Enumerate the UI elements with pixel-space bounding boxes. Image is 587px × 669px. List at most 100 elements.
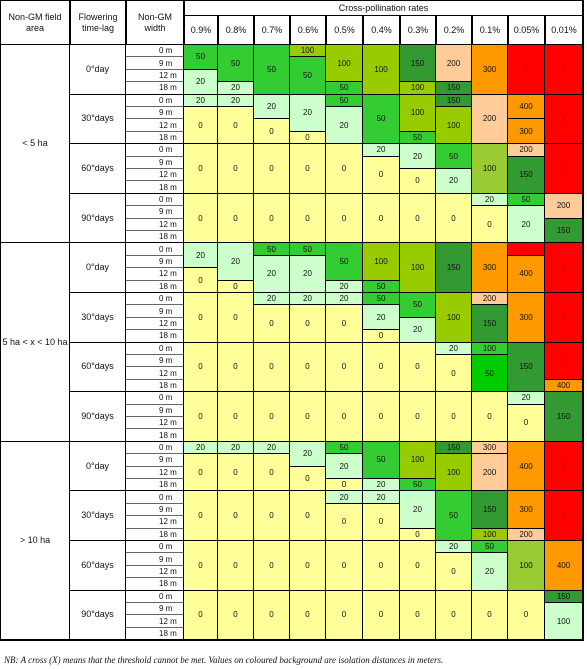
value-cell: 150 (436, 82, 472, 95)
value-cell: X (545, 293, 583, 343)
value-cell: 300 (508, 491, 545, 529)
width-label: 9 m (126, 255, 184, 269)
value-cell: 20 (363, 491, 400, 504)
width-label: 12 m (126, 317, 184, 331)
rate-header: 0.7% (254, 16, 290, 45)
value-cell: 0 (436, 193, 472, 244)
value-cell: 100 (363, 45, 400, 95)
value-cell: 0 (326, 590, 363, 641)
value-cell: 0 (254, 454, 290, 492)
value-cell: 0 (290, 541, 326, 591)
value-cell: X (545, 243, 583, 293)
value-cell: 0 (436, 553, 472, 591)
value-cell: 0 (363, 193, 400, 244)
width-label: 18 m (126, 627, 184, 641)
width-label: 9 m (126, 57, 184, 70)
value-cell: 0 (400, 528, 436, 541)
value-cell: 200 (508, 528, 545, 541)
value-cell: X (545, 45, 583, 95)
value-cell: 100 (363, 243, 400, 281)
width-label: 12 m (126, 69, 184, 83)
value-cell: 0 (184, 144, 218, 194)
value-cell: 20 (326, 454, 363, 479)
value-cell: 0 (400, 590, 436, 641)
value-cell: 400 (508, 441, 545, 492)
value-cell: 0 (436, 590, 472, 641)
value-cell: 0 (290, 193, 326, 244)
value-cell: X (545, 342, 583, 380)
value-cell: 20 (326, 107, 363, 145)
value-cell: X (545, 94, 583, 145)
value-cell: 20 (400, 144, 436, 169)
width-label: 9 m (126, 107, 184, 120)
value-cell: 50 (363, 293, 400, 306)
value-cell: 0 (290, 305, 326, 343)
value-cell: 20 (290, 94, 326, 132)
width-label: 12 m (126, 169, 184, 182)
value-cell: 100 (545, 603, 583, 641)
value-cell: 0 (184, 293, 218, 343)
value-cell: 150 (545, 218, 583, 244)
value-cell: 0 (400, 169, 436, 194)
value-cell: 0 (218, 541, 254, 591)
value-cell: 0 (254, 541, 290, 591)
value-cell: X (508, 243, 545, 256)
value-cell: 0 (400, 342, 436, 393)
value-cell: 20 (508, 392, 545, 405)
value-cell: 300 (472, 441, 508, 455)
value-cell: 0 (363, 156, 400, 194)
value-cell: 50 (363, 280, 400, 293)
value-cell: 20 (290, 293, 326, 306)
rate-header: 0.9% (184, 16, 218, 45)
value-cell: 0 (218, 491, 254, 541)
value-cell: 150 (508, 342, 545, 393)
width-label: 9 m (126, 305, 184, 318)
value-cell: 0 (184, 590, 218, 641)
value-cell: 20 (184, 441, 218, 455)
value-cell: 150 (400, 45, 436, 83)
value-cell: 20 (218, 94, 254, 107)
value-cell: 0 (254, 119, 290, 145)
value-cell: 0 (436, 392, 472, 442)
value-cell: 400 (545, 379, 583, 393)
value-cell: 0 (508, 404, 545, 442)
value-cell: 0 (218, 293, 254, 343)
value-cell: 50 (254, 45, 290, 95)
value-cell: 0 (326, 503, 363, 541)
value-cell: 20 (254, 293, 290, 306)
value-cell: 50 (472, 355, 508, 393)
lag-label: 60°days (70, 541, 126, 591)
rate-header: 0.1% (472, 16, 508, 45)
value-cell: 150 (436, 94, 472, 107)
rate-header: 0.2% (436, 16, 472, 45)
value-cell: 0 (363, 392, 400, 442)
value-cell: 200 (472, 94, 508, 145)
rate-header: 0.5% (326, 16, 363, 45)
width-label: 12 m (126, 119, 184, 132)
value-cell: 20 (326, 293, 363, 306)
value-cell: 200 (472, 454, 508, 492)
width-label: 12 m (126, 268, 184, 281)
value-cell: 0 (254, 144, 290, 194)
width-label: 18 m (126, 231, 184, 244)
value-cell: 20 (184, 243, 218, 269)
value-cell: 200 (508, 144, 545, 157)
width-label: 12 m (126, 218, 184, 231)
value-cell: 50 (326, 94, 363, 107)
value-cell: 300 (508, 293, 545, 343)
width-label: 0 m (126, 491, 184, 504)
value-cell: 20 (254, 441, 290, 455)
value-cell: 50 (363, 94, 400, 145)
value-cell: 50 (400, 293, 436, 318)
width-label: 0 m (126, 243, 184, 256)
rate-header: 0.01% (545, 16, 583, 45)
value-cell: 0 (363, 503, 400, 541)
value-cell: 0 (472, 590, 508, 641)
value-cell: 0 (363, 541, 400, 591)
value-cell: 0 (363, 590, 400, 641)
value-cell: 0 (400, 541, 436, 591)
lag-label: 90°days (70, 392, 126, 442)
lag-label: 60°days (70, 342, 126, 393)
value-cell: 0 (254, 193, 290, 244)
